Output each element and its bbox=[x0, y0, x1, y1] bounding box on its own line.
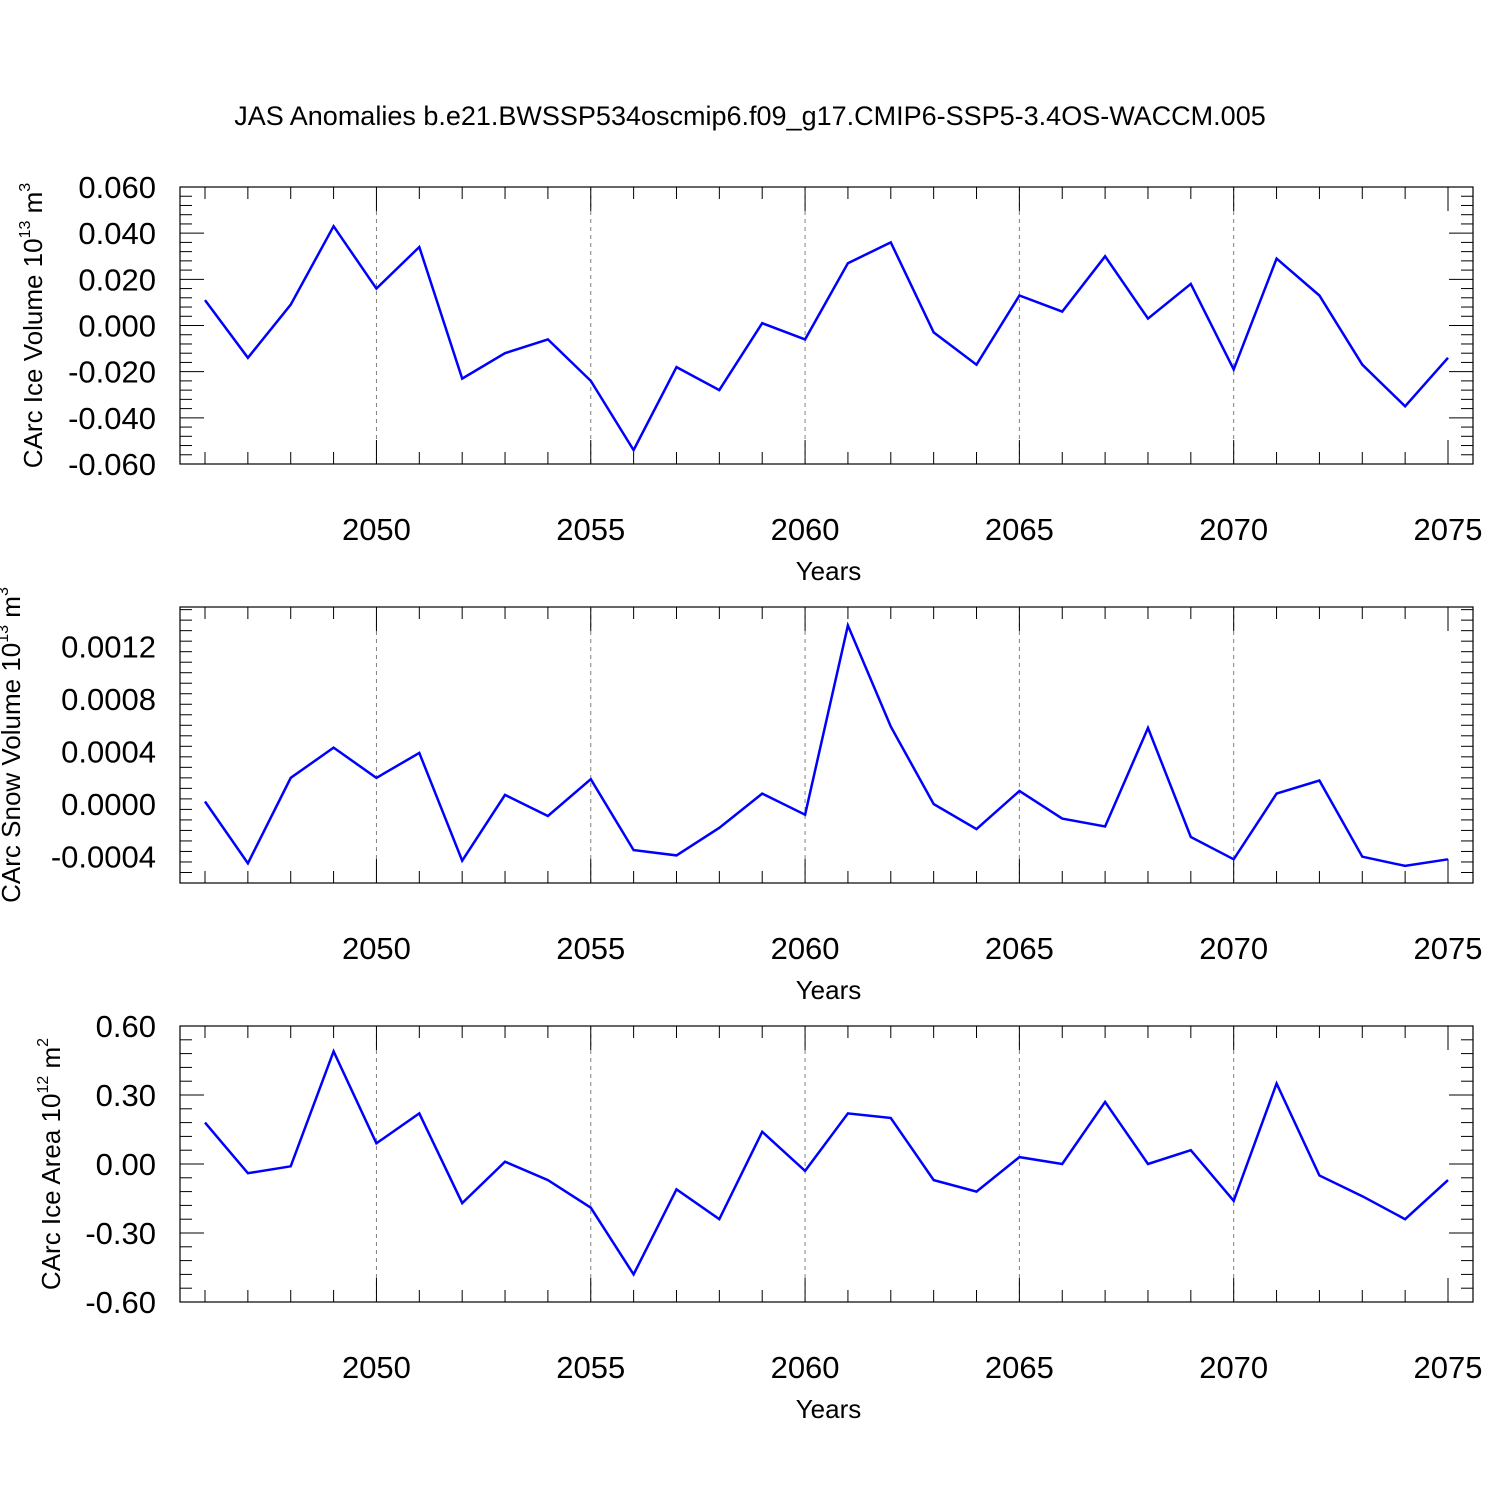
y-axis-label-unit-exponent: 2 bbox=[35, 1038, 52, 1047]
x-tick-label: 2075 bbox=[1414, 931, 1483, 966]
x-axis-label: Years bbox=[796, 975, 862, 1005]
y-tick-label: 0.060 bbox=[78, 170, 156, 205]
x-tick-label: 2070 bbox=[1199, 931, 1268, 966]
y-axis-label-exponent: 13 bbox=[17, 221, 34, 239]
x-tick-label: 2060 bbox=[771, 1350, 840, 1385]
y-axis-label-unit: m bbox=[36, 1047, 66, 1076]
y-tick-label: -0.020 bbox=[68, 355, 156, 390]
x-tick-label: 2065 bbox=[985, 512, 1054, 547]
y-axis-label-unit: m bbox=[0, 596, 26, 625]
panel-3: -0.60 -0.30 0.00 0.30 0.60 2050 2055 2060 2065 20… bbox=[35, 1009, 1482, 1424]
y-tick-label: 0.0012 bbox=[61, 629, 156, 664]
series-line bbox=[203, 621, 1449, 868]
y-axis-label: CArc Ice Volume 1013 m3 bbox=[17, 183, 48, 468]
y-tick-label: -0.0004 bbox=[51, 840, 156, 875]
x-tick-label: 2050 bbox=[342, 512, 411, 547]
x-tick-label: 2050 bbox=[342, 1350, 411, 1385]
x-tick-label: 2075 bbox=[1414, 512, 1483, 547]
y-tick-label: -0.040 bbox=[68, 401, 156, 436]
series-line bbox=[204, 1048, 1449, 1277]
plot-frame bbox=[179, 1025, 1474, 1303]
x-axis-label: Years bbox=[796, 556, 862, 586]
y-tick-label: -0.060 bbox=[68, 447, 156, 482]
y-tick-label: 0.0004 bbox=[61, 735, 156, 770]
y-axis-label-unit: m bbox=[18, 192, 48, 221]
x-tick-label: 2065 bbox=[985, 931, 1054, 966]
y-axis-label-text: CArc Ice Volume 10 bbox=[18, 238, 48, 468]
panel-1: -0.060 -0.040 -0.020 0.000 0.020 0.040 0.060 20… bbox=[17, 170, 1482, 586]
y-tick-label: 0.30 bbox=[96, 1078, 156, 1113]
plot-frame bbox=[179, 606, 1474, 884]
y-axis-label-unit-exponent: 3 bbox=[0, 587, 12, 596]
x-tick-label: 2055 bbox=[556, 931, 625, 966]
y-tick-label: 0.0000 bbox=[61, 787, 156, 822]
y-axis-label-text: CArc Snow Volume 10 bbox=[0, 643, 26, 903]
series-line bbox=[203, 223, 1449, 453]
x-tick-label: 2060 bbox=[771, 931, 840, 966]
y-tick-label: 0.000 bbox=[78, 309, 156, 344]
y-axis-label-exponent: 13 bbox=[0, 625, 12, 643]
x-tick-label: 2055 bbox=[556, 512, 625, 547]
y-tick-label: 0.040 bbox=[78, 216, 156, 251]
plot-frame bbox=[179, 186, 1474, 465]
y-axis-label-unit-exponent: 3 bbox=[17, 183, 34, 192]
panels: -0.060-0.040-0.0200.0000.0200.0400.06020… bbox=[0, 170, 1482, 1424]
y-tick-label: -0.60 bbox=[85, 1285, 156, 1320]
y-tick-label: 0.0008 bbox=[61, 682, 156, 717]
x-tick-label: 2055 bbox=[556, 1350, 625, 1385]
x-tick-label: 2060 bbox=[771, 512, 840, 547]
y-tick-label: -0.30 bbox=[85, 1216, 156, 1251]
y-tick-label: 0.020 bbox=[78, 262, 156, 297]
x-tick-label: 2065 bbox=[985, 1350, 1054, 1385]
y-tick-label: 0.00 bbox=[96, 1147, 156, 1182]
y-tick-label: 0.60 bbox=[96, 1009, 156, 1044]
x-tick-label: 2050 bbox=[342, 931, 411, 966]
panel-2: -0.0004 0.0000 0.0004 0.0008 0.0012 2050 2055 2… bbox=[0, 587, 1482, 1005]
y-axis-label: CArc Snow Volume 1013 m3 bbox=[0, 587, 26, 903]
chart-title: JAS Anomalies b.e21.BWSSP534oscmip6.f09_… bbox=[234, 101, 1265, 131]
y-axis-label-text: CArc Ice Area 10 bbox=[36, 1094, 66, 1291]
x-tick-label: 2075 bbox=[1414, 1350, 1483, 1385]
y-axis-label-exponent: 12 bbox=[35, 1076, 52, 1094]
y-axis-label: CArc Ice Area 1012 m2 bbox=[35, 1038, 66, 1290]
x-tick-label: 2070 bbox=[1199, 512, 1268, 547]
x-axis-label: Years bbox=[796, 1394, 862, 1424]
x-tick-label: 2070 bbox=[1199, 1350, 1268, 1385]
